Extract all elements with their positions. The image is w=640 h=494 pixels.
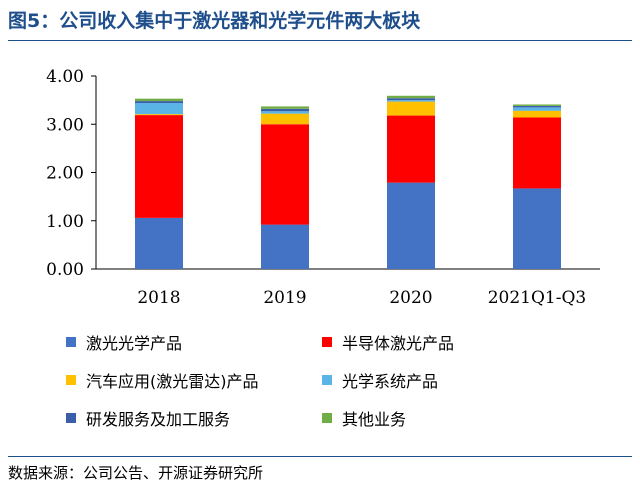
title-rule <box>8 40 632 41</box>
bar-segment <box>135 217 183 269</box>
legend-label: 研发服务及加工服务 <box>86 410 231 429</box>
bar-segment <box>261 113 309 125</box>
bar-segment <box>513 110 561 118</box>
legend-item: 光学系统产品 <box>322 368 438 392</box>
figure-title: 图5：公司收入集中于激光器和光学元件两大板块 <box>8 10 421 32</box>
legend-swatch <box>66 413 76 423</box>
legend-label: 其他业务 <box>342 410 407 429</box>
x-tick-label: 2021Q1-Q3 <box>488 288 587 308</box>
legend-label: 激光光学产品 <box>86 334 183 353</box>
bar-segment <box>387 182 435 269</box>
bar-segment <box>387 98 435 101</box>
source-rule <box>8 456 632 457</box>
y-tick-label: 2.00 <box>46 164 84 184</box>
bar-segment <box>261 224 309 269</box>
x-tick-label: 2020 <box>389 288 432 308</box>
bar-segment <box>135 98 183 102</box>
bar-segment <box>135 101 183 104</box>
bar-segment <box>513 104 561 106</box>
legend-swatch <box>322 337 332 347</box>
legend-item: 其他业务 <box>322 406 406 430</box>
bar-segment <box>261 108 309 112</box>
bar-segment <box>513 117 561 189</box>
bar-segment <box>387 100 435 102</box>
y-tick-label: 3.00 <box>46 115 84 135</box>
data-source: 数据来源：公司公告、开源证券研究所 <box>8 464 264 482</box>
legend-item: 汽车应用(激光雷达)产品 <box>66 368 259 392</box>
legend-item: 半导体激光产品 <box>322 330 454 354</box>
legend-label: 光学系统产品 <box>342 372 439 391</box>
legend-label: 半导体激光产品 <box>342 334 455 353</box>
y-tick-label: 4.00 <box>46 67 84 87</box>
bar-segment <box>261 124 309 225</box>
bar-segment <box>135 115 183 218</box>
bar-segment <box>513 107 561 111</box>
stacked-bar-chart: 0.00 1.00 2.00 3.00 4.00 2018 2019 2020 2021Q1-Q… <box>46 67 600 308</box>
bar-segment <box>135 103 183 115</box>
bar-segment <box>513 188 561 269</box>
legend-swatch <box>66 337 76 347</box>
legend-swatch <box>322 413 332 423</box>
bar-segment <box>387 95 435 99</box>
y-tick-label: 1.00 <box>46 212 84 232</box>
bar-segment <box>261 106 309 109</box>
bar-segment <box>387 115 435 183</box>
legend-swatch <box>322 375 332 385</box>
legend-label: 汽车应用(激光雷达)产品 <box>86 372 259 391</box>
x-tick-label: 2018 <box>137 288 180 308</box>
bar-segment <box>261 111 309 114</box>
legend-item: 激光光学产品 <box>66 330 182 354</box>
bar-segment <box>513 105 561 108</box>
y-tick-label: 0.00 <box>46 260 84 280</box>
legend-swatch <box>66 375 76 385</box>
bar-segment <box>135 114 183 116</box>
legend-item: 研发服务及加工服务 <box>66 406 230 430</box>
bar-segment <box>387 101 435 116</box>
x-tick-label: 2019 <box>263 288 306 308</box>
